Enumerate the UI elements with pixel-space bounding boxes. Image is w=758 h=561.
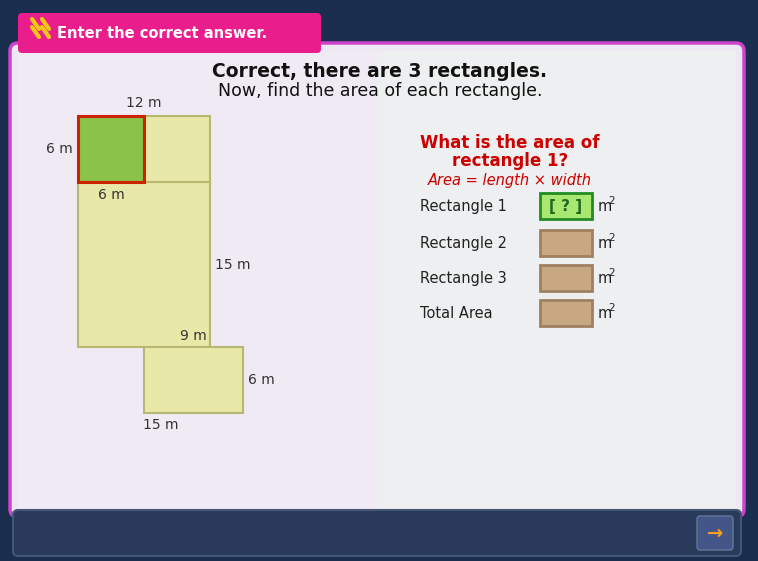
Bar xyxy=(540,300,592,326)
Text: m: m xyxy=(598,306,612,320)
Text: [ ? ]: [ ? ] xyxy=(550,199,583,214)
Bar xyxy=(144,116,210,182)
Text: Rectangle 1: Rectangle 1 xyxy=(420,199,507,214)
Text: 6 m: 6 m xyxy=(46,142,73,156)
Text: rectangle 1?: rectangle 1? xyxy=(452,152,568,170)
Text: Area = length × width: Area = length × width xyxy=(428,172,592,187)
Text: m: m xyxy=(598,236,612,251)
Text: 6 m: 6 m xyxy=(248,373,274,387)
FancyBboxPatch shape xyxy=(18,13,321,53)
Bar xyxy=(540,265,592,291)
FancyBboxPatch shape xyxy=(697,516,733,550)
Text: Correct, there are 3 rectangles.: Correct, there are 3 rectangles. xyxy=(212,62,547,80)
Bar xyxy=(540,230,592,256)
Text: →: → xyxy=(706,523,723,542)
Text: Rectangle 3: Rectangle 3 xyxy=(420,270,507,286)
Bar xyxy=(78,182,210,347)
Text: m: m xyxy=(598,199,612,214)
Text: 6 m: 6 m xyxy=(98,188,124,202)
Text: 15 m: 15 m xyxy=(215,257,250,272)
Text: Rectangle 2: Rectangle 2 xyxy=(420,236,507,251)
Text: Enter the correct answer.: Enter the correct answer. xyxy=(57,25,267,40)
Text: Now, find the area of each rectangle.: Now, find the area of each rectangle. xyxy=(218,82,542,100)
FancyBboxPatch shape xyxy=(10,43,744,517)
Text: 2: 2 xyxy=(608,268,615,278)
FancyBboxPatch shape xyxy=(18,51,377,509)
Text: 12 m: 12 m xyxy=(127,96,161,110)
Text: m: m xyxy=(598,270,612,286)
Text: 9 m: 9 m xyxy=(180,329,207,343)
Bar xyxy=(78,116,144,182)
Bar xyxy=(540,193,592,219)
Text: 15 m: 15 m xyxy=(143,418,178,432)
Text: What is the area of: What is the area of xyxy=(420,134,600,152)
Text: 2: 2 xyxy=(608,303,615,313)
Text: 2: 2 xyxy=(608,233,615,243)
FancyBboxPatch shape xyxy=(13,510,741,556)
Text: 2: 2 xyxy=(608,196,615,206)
FancyBboxPatch shape xyxy=(377,51,736,509)
Text: Total Area: Total Area xyxy=(420,306,493,320)
Bar xyxy=(144,347,243,413)
